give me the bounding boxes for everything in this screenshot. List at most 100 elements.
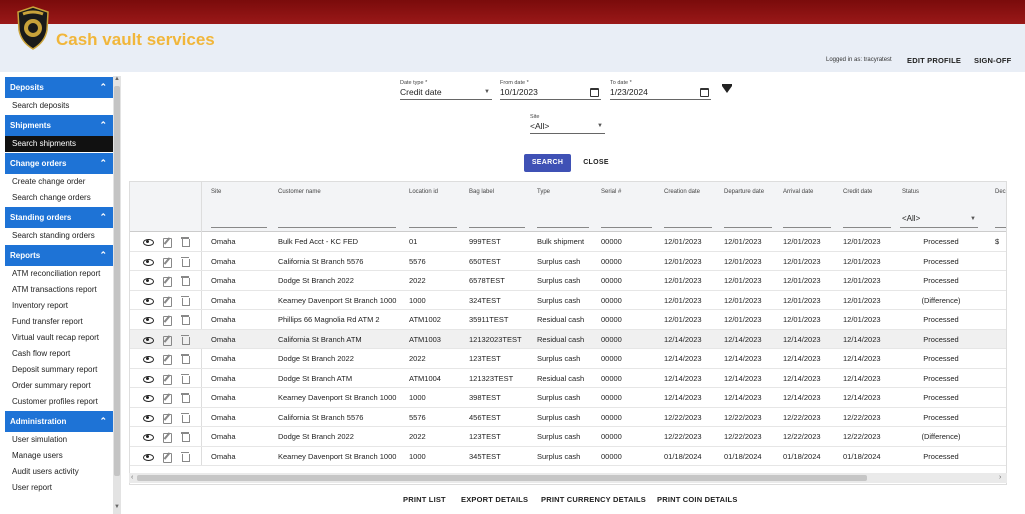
view-icon[interactable] xyxy=(143,393,154,403)
view-icon[interactable] xyxy=(143,354,154,364)
sidebar-section-reports[interactable]: Reports ⌃ xyxy=(5,245,113,266)
sidebar-scrollbar[interactable]: ▲ ▼ xyxy=(113,76,121,514)
table-row[interactable]: Omaha California St Branch 5576 5576 650TES… xyxy=(130,252,1006,271)
edit-icon[interactable] xyxy=(162,276,172,287)
column-header-location-id[interactable]: Location id xyxy=(409,189,439,195)
edit-icon[interactable] xyxy=(162,296,172,307)
edit-icon[interactable] xyxy=(162,354,172,365)
view-icon[interactable] xyxy=(143,335,154,345)
column-header-customer-name[interactable]: Customer name xyxy=(278,189,321,195)
sidebar-item-search-standing-orders[interactable]: Search standing orders xyxy=(12,231,95,240)
column-filter-site[interactable] xyxy=(211,209,267,228)
sidebar-item-customer-profiles-report[interactable]: Customer profiles report xyxy=(12,397,98,406)
chevron-up-icon[interactable]: ⌃ xyxy=(99,212,107,222)
sidebar-item-search-deposits[interactable]: Search deposits xyxy=(12,101,70,110)
scroll-left-icon[interactable]: ‹ xyxy=(131,474,134,481)
table-row[interactable]: Omaha Phillips 66 Magnolia Rd ATM 2 ATM100… xyxy=(130,310,1006,330)
view-icon[interactable] xyxy=(143,276,154,286)
sidebar-section-administration[interactable]: Administration ⌃ xyxy=(5,411,113,432)
column-filter-type[interactable] xyxy=(537,209,589,228)
print-coin-details-button[interactable]: PRINT COIN DETAILS xyxy=(657,495,738,504)
delete-icon[interactable] xyxy=(180,432,190,442)
view-icon[interactable] xyxy=(143,237,154,247)
calendar-icon[interactable] xyxy=(700,88,709,97)
column-filter-serial[interactable] xyxy=(601,209,652,228)
sidebar-section-change-orders[interactable]: Change orders ⌃ xyxy=(5,153,113,174)
delete-icon[interactable] xyxy=(180,276,190,286)
column-filter-decl[interactable] xyxy=(995,209,1006,228)
site-select[interactable]: Site <All> ▼ xyxy=(530,114,605,134)
from-date-field[interactable]: From date * 10/1/2023 xyxy=(500,80,601,100)
sidebar-item-manage-users[interactable]: Manage users xyxy=(12,451,63,460)
sidebar-section-standing-orders[interactable]: Standing orders ⌃ xyxy=(5,207,113,228)
chevron-up-icon[interactable]: ⌃ xyxy=(99,250,107,260)
view-icon[interactable] xyxy=(143,413,154,423)
delete-icon[interactable] xyxy=(180,295,190,306)
calendar-icon[interactable] xyxy=(590,88,599,97)
edit-icon[interactable] xyxy=(162,315,172,326)
chevron-up-icon[interactable]: ⌃ xyxy=(99,82,107,92)
sidebar-item-cash-flow-report[interactable]: Cash flow report xyxy=(12,349,71,358)
sidebar-item-order-summary-report[interactable]: Order summary report xyxy=(12,381,91,390)
delete-icon[interactable] xyxy=(180,315,190,325)
sidebar-section-shipments[interactable]: Shipments ⌃ xyxy=(5,115,113,136)
delete-icon[interactable] xyxy=(180,412,190,423)
delete-icon[interactable] xyxy=(180,393,190,403)
column-header-serial[interactable]: Serial # xyxy=(601,189,622,195)
scrollbar-thumb[interactable] xyxy=(137,475,867,481)
delete-icon[interactable] xyxy=(180,354,190,364)
view-icon[interactable] xyxy=(143,452,154,462)
to-date-field[interactable]: To date * 1/23/2024 xyxy=(610,80,711,100)
scroll-down-icon[interactable]: ▼ xyxy=(114,504,120,510)
delete-icon[interactable] xyxy=(180,237,190,247)
edit-icon[interactable] xyxy=(162,452,172,463)
column-filter-creation-date[interactable] xyxy=(664,209,712,228)
filter-icon[interactable] xyxy=(722,84,732,93)
sidebar-item-virtual-vault-recap-report[interactable]: Virtual vault recap report xyxy=(12,333,100,342)
table-row[interactable]: Omaha Dodge St Branch 2022 2022 123TEST Surp… xyxy=(130,349,1006,369)
edit-icon[interactable] xyxy=(162,257,172,268)
scroll-right-icon[interactable]: › xyxy=(999,474,1002,481)
column-header-status[interactable]: Status xyxy=(902,189,920,195)
scroll-up-icon[interactable]: ▲ xyxy=(114,76,120,82)
edit-profile-button[interactable]: EDIT PROFILE xyxy=(907,56,962,65)
column-filter-arrival-date[interactable] xyxy=(783,209,831,228)
delete-icon[interactable] xyxy=(180,451,190,462)
view-icon[interactable] xyxy=(143,374,154,384)
sidebar-item-atm-reconciliation-report[interactable]: ATM reconciliation report xyxy=(12,269,101,278)
delete-icon[interactable] xyxy=(180,373,190,384)
table-row[interactable]: Omaha Dodge St Branch ATM ATM1004 121323TES… xyxy=(130,369,1006,388)
column-header-arrival-date[interactable]: Arrival date xyxy=(783,189,814,195)
column-filter-credit-date[interactable] xyxy=(843,209,891,228)
edit-icon[interactable] xyxy=(162,237,172,248)
column-filter-location-id[interactable] xyxy=(409,209,457,228)
sidebar-section-deposits[interactable]: Deposits ⌃ xyxy=(5,77,113,98)
print-currency-details-button[interactable]: PRINT CURRENCY DETAILS xyxy=(541,495,646,504)
edit-icon[interactable] xyxy=(162,432,172,443)
table-row[interactable]: Omaha California St Branch ATM ATM1003 1213… xyxy=(130,329,1006,349)
sidebar-item-audit-users-activity[interactable]: Audit users activity xyxy=(12,467,79,476)
column-header-type[interactable]: Type xyxy=(537,189,551,195)
sign-off-button[interactable]: SIGN-OFF xyxy=(974,56,1012,65)
sidebar-item-user-simulation[interactable]: User simulation xyxy=(12,435,68,444)
scrollbar-thumb[interactable] xyxy=(114,86,120,476)
sidebar-item-create-change-order[interactable]: Create change order xyxy=(12,177,86,186)
column-filter-departure-date[interactable] xyxy=(724,209,772,228)
table-horizontal-scrollbar[interactable]: ‹ › xyxy=(129,473,1007,483)
chevron-up-icon[interactable]: ⌃ xyxy=(99,120,107,130)
search-button[interactable]: SEARCH xyxy=(524,154,571,172)
column-header-bag-label[interactable]: Bag label xyxy=(469,189,495,195)
column-filter-bag-label[interactable] xyxy=(469,209,525,228)
column-filter-customer-name[interactable] xyxy=(278,209,396,228)
sidebar-item-user-report[interactable]: User report xyxy=(12,483,53,492)
column-header-decl[interactable]: Decl xyxy=(995,189,1007,195)
table-row[interactable]: Omaha California St Branch 5576 5576 456TES… xyxy=(130,408,1006,427)
sidebar-item-fund-transfer-report[interactable]: Fund transfer report xyxy=(12,317,83,326)
status-filter-select[interactable]: <All> ▼ xyxy=(900,210,978,228)
chevron-up-icon[interactable]: ⌃ xyxy=(99,416,107,426)
print-list-button[interactable]: PRINT LIST xyxy=(403,495,446,504)
table-row[interactable]: Omaha Kearney Davenport St Branch 1000 100… xyxy=(130,447,1006,466)
column-header-site[interactable]: Site xyxy=(211,189,222,195)
delete-icon[interactable] xyxy=(180,256,190,267)
chevron-up-icon[interactable]: ⌃ xyxy=(99,158,107,168)
